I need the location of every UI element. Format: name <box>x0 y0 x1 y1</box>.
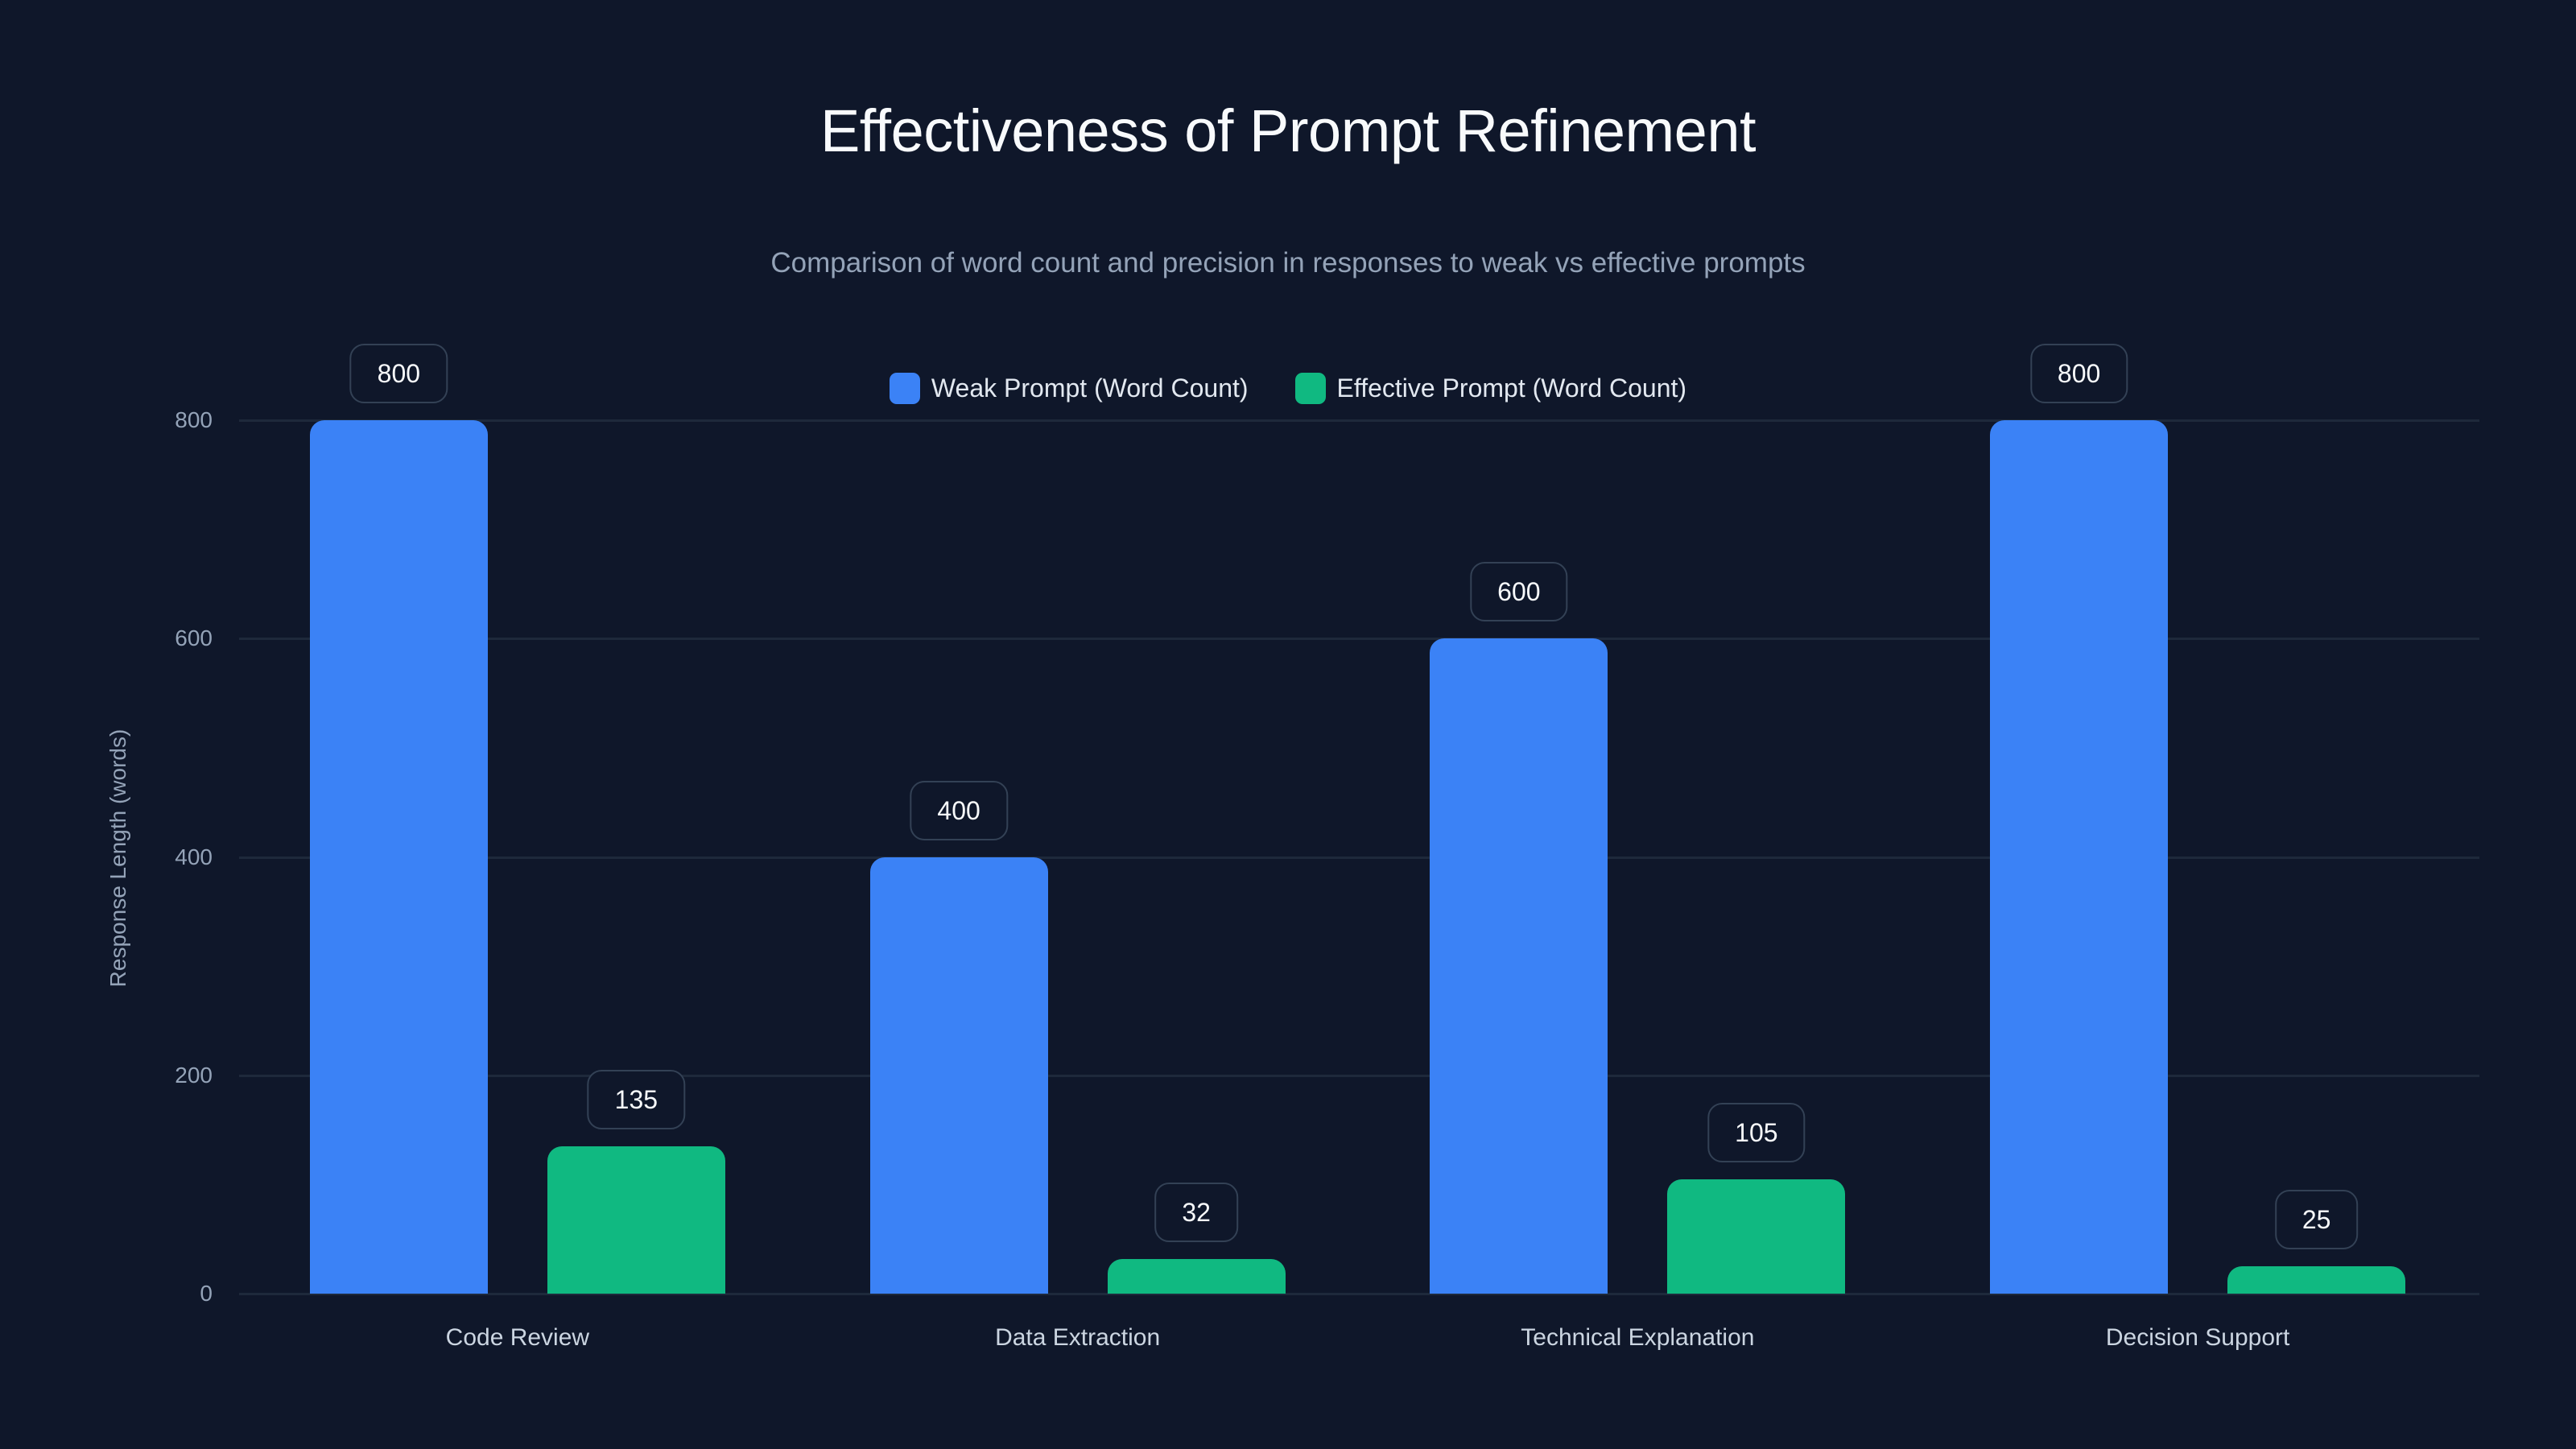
bar-effective-technical-explanation[interactable] <box>1667 1179 1846 1294</box>
gridline <box>239 638 2479 641</box>
y-tick-label: 800 <box>175 407 213 432</box>
data-label: 600 <box>1470 562 1568 622</box>
y-tick-label: 600 <box>175 625 213 651</box>
data-label: 800 <box>349 344 448 403</box>
chart-subtitle: Comparison of word count and precision i… <box>770 247 1806 279</box>
gridline <box>239 1293 2479 1295</box>
plot-area: 0 200 400 600 800 800 135 Code Review 400 32 Data … <box>175 0 2479 1449</box>
y-tick-label: 0 <box>200 1281 213 1306</box>
chart-title: Effectiveness of Prompt Refinement <box>819 97 1757 164</box>
bar-effective-data-extraction[interactable] <box>1107 1258 1286 1294</box>
bar-weak-technical-explanation[interactable] <box>1430 638 1608 1294</box>
gridline <box>239 419 2479 422</box>
legend-swatch-weak-icon <box>889 372 920 404</box>
bar-weak-code-review[interactable] <box>309 420 488 1294</box>
bar-weak-decision-support[interactable] <box>1990 420 2169 1294</box>
bar-effective-decision-support[interactable] <box>2227 1266 2406 1294</box>
gridline <box>239 856 2479 859</box>
data-label: 32 <box>1154 1182 1238 1242</box>
x-tick-label: Code Review <box>445 1324 590 1351</box>
x-tick-label: Data Extraction <box>995 1324 1161 1351</box>
x-tick-label: Decision Support <box>2105 1324 2290 1351</box>
data-label: 105 <box>1707 1102 1806 1162</box>
legend-item-effective[interactable]: Effective Prompt (Word Count) <box>1294 372 1687 404</box>
bar-effective-code-review[interactable] <box>547 1146 725 1294</box>
legend-item-weak[interactable]: Weak Prompt (Word Count) <box>889 372 1249 404</box>
data-label: 800 <box>2029 344 2128 403</box>
bar-weak-data-extraction[interactable] <box>869 857 1048 1294</box>
data-label: 25 <box>2274 1190 2359 1250</box>
data-label: 135 <box>587 1069 686 1129</box>
gridline <box>239 1074 2479 1077</box>
legend: Weak Prompt (Word Count) Effective Promp… <box>0 372 2576 404</box>
legend-label-weak: Weak Prompt (Word Count) <box>931 374 1249 402</box>
y-tick-label: 200 <box>175 1062 213 1088</box>
legend-swatch-effective-icon <box>1294 372 1326 404</box>
data-label: 400 <box>910 780 1008 840</box>
x-tick-label: Technical Explanation <box>1521 1324 1755 1351</box>
legend-label-effective: Effective Prompt (Word Count) <box>1336 374 1687 402</box>
y-tick-label: 400 <box>175 844 213 869</box>
